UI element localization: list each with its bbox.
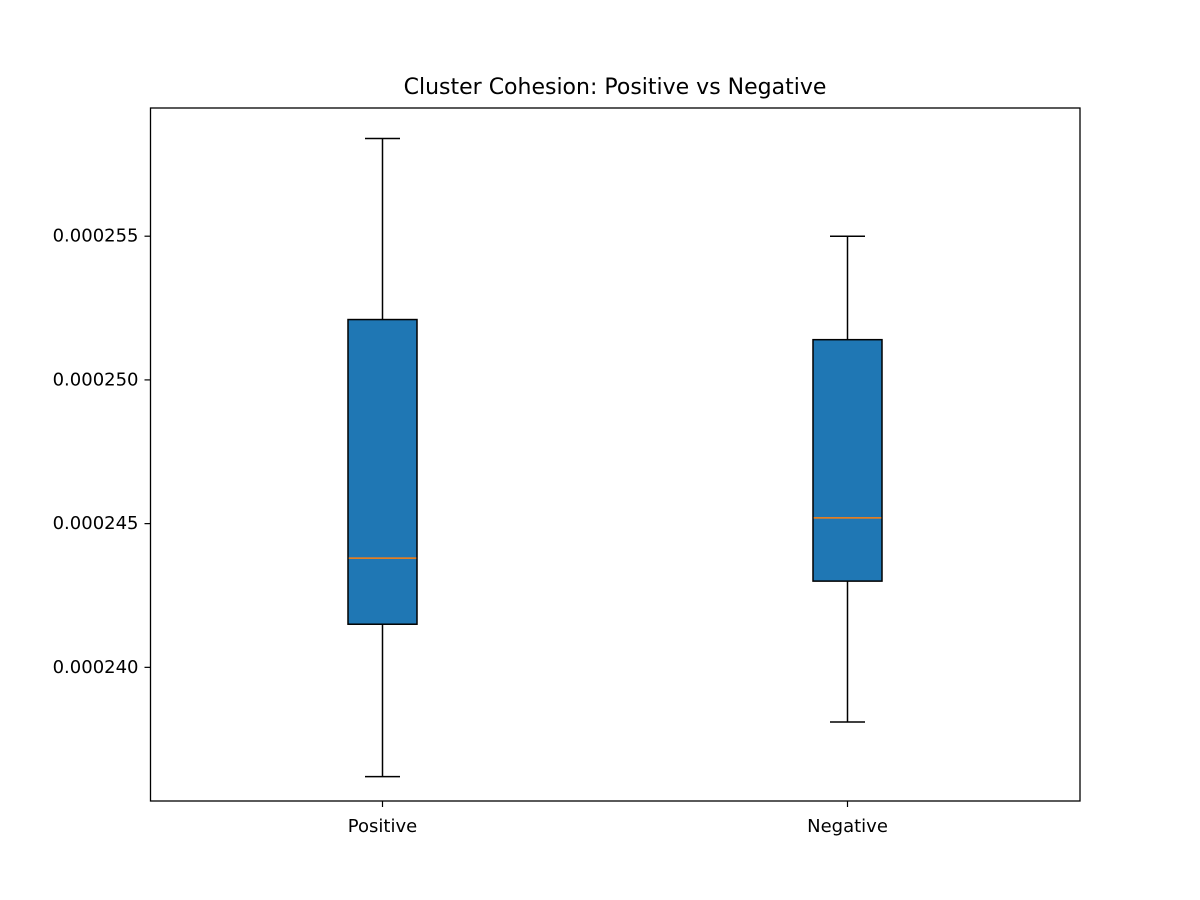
y-tick-label: 0.000245: [53, 513, 139, 534]
plot-marks: [347, 137, 883, 778]
box-positive: [347, 318, 418, 625]
y-tick-label: 0.000250: [53, 369, 139, 390]
chart-title: Cluster Cohesion: Positive vs Negative: [404, 75, 827, 100]
plot-area-frame: [149, 107, 1081, 802]
x-tick-label: Negative: [807, 816, 888, 837]
box-group-positive: [347, 137, 418, 778]
box-negative: [812, 338, 883, 582]
axes: 0.000240 0.000245 0.000250 0.000255 Positive…: [53, 226, 888, 837]
y-tick-label: 0.000255: [53, 226, 139, 247]
box-group-negative: [812, 235, 883, 723]
y-tick-label: 0.000240: [53, 657, 139, 678]
x-tick-label: Positive: [348, 816, 417, 837]
